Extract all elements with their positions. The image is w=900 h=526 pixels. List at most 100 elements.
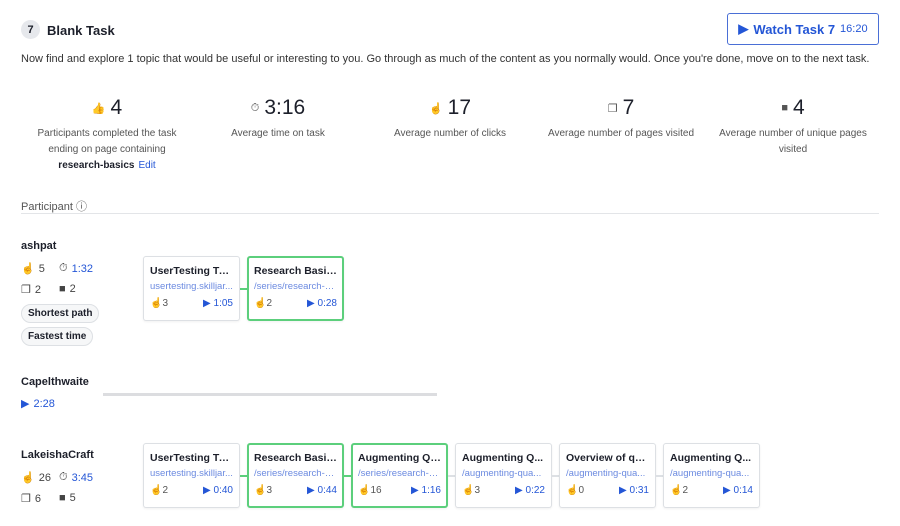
click-icon: ☝ <box>150 485 163 496</box>
stat-label: Participants completed the task ending o… <box>37 128 177 155</box>
unique-pages-stat: ■ 2 <box>59 283 76 295</box>
unique-pages-icon: ■ <box>781 102 788 114</box>
play-icon: ▶ <box>515 485 523 496</box>
play-time-button[interactable]: ▶ 1:16 <box>411 485 441 496</box>
stat-label: Average number of pages visited <box>547 128 694 139</box>
participant-name[interactable]: LakeishaCraft <box>21 449 94 461</box>
divider <box>21 213 879 214</box>
time-value: 1:16 <box>421 485 441 496</box>
time-link[interactable]: 3:45 <box>71 471 94 484</box>
page-title: Augmenting Qu... <box>358 452 441 464</box>
badge-shortest-path: Shortest path <box>21 304 100 323</box>
page-card[interactable]: Augmenting Q... /augmenting-qua... ☝3 ▶ 0:2… <box>455 443 552 508</box>
page-url[interactable]: /series/research-b... <box>254 281 337 292</box>
play-icon: ▶ <box>723 485 731 496</box>
page-card[interactable]: UserTesting Tra... usertesting.skilljar..… <box>143 256 240 321</box>
pages-stat: ❐ 6 <box>21 492 41 506</box>
path-placeholder-bar <box>103 393 437 396</box>
page-title: Overview of qu... <box>566 452 649 464</box>
path-connector <box>656 474 663 477</box>
clicks-value: 2 <box>162 485 169 496</box>
unique-pages-stat: ■ 5 <box>59 492 76 504</box>
page-url[interactable]: /augmenting-qua... <box>566 468 646 479</box>
page-card[interactable]: Overview of qu... /augmenting-qua... ☝0 ▶ 0… <box>559 443 656 508</box>
click-icon: ☝ <box>462 485 475 496</box>
play-time-button[interactable]: ▶ 0:28 <box>307 298 337 309</box>
stat-value: 17 <box>447 96 472 119</box>
participant-header-label: Participant <box>21 201 73 213</box>
time-stat[interactable]: ⏱ 1:32 <box>59 262 93 275</box>
clicks-value: 3 <box>474 485 481 496</box>
stat-completed: 👍 4 Participants completed the task endin… <box>22 96 192 174</box>
clicks-value: 2 <box>682 485 689 496</box>
thumbs-up-icon: 👍 <box>91 102 106 115</box>
unique-pages-value: 2 <box>69 283 76 295</box>
page-url[interactable]: /series/research-b... <box>254 468 337 479</box>
path-flow: UserTesting Tra... usertesting.skilljar..… <box>143 256 344 321</box>
task-title: Blank Task <box>47 23 115 38</box>
page-clicks: ☝2 <box>150 485 168 496</box>
unique-pages-icon: ■ <box>59 283 66 295</box>
info-icon[interactable]: ⓘ <box>76 201 88 213</box>
click-icon: ☝ <box>21 472 35 484</box>
page-clicks: ☝2 <box>254 298 272 309</box>
play-time-button[interactable]: ▶ 1:05 <box>203 298 233 309</box>
path-connector <box>240 474 247 477</box>
time-value: 0:44 <box>317 485 337 496</box>
play-time-button[interactable]: ▶ 0:14 <box>723 485 753 496</box>
page-card[interactable]: Research Basics/series/research-b... ☝2 ▶ … <box>247 256 344 321</box>
page-url[interactable]: /augmenting-qua... <box>670 468 750 479</box>
play-time-button[interactable]: ▶ 0:31 <box>619 485 649 496</box>
play-time-button[interactable]: ▶ 0:22 <box>515 485 545 496</box>
page-title: UserTesting Tra... <box>150 265 233 277</box>
participant-name[interactable]: Capelthwaite <box>21 376 89 388</box>
pages-icon: ❐ <box>21 284 31 296</box>
watch-time: 16:20 <box>840 23 868 35</box>
task-number-badge: 7 <box>21 20 40 39</box>
page-card[interactable]: Augmenting Qu... /series/research-b... ☝16… <box>351 443 448 508</box>
page-url[interactable]: usertesting.skilljar... <box>150 281 233 292</box>
stat-unique-pages: ■ 4 Average number of unique pages visite… <box>708 96 878 158</box>
path-connector <box>448 474 455 477</box>
edit-link[interactable]: Edit <box>138 160 156 171</box>
stopwatch-icon: ⏱ <box>59 262 68 274</box>
clicks-value: 26 <box>38 471 51 484</box>
play-icon: ▶ <box>307 485 315 496</box>
time-stat[interactable]: ▶ 2:28 <box>21 397 55 411</box>
page-url[interactable]: /series/research-b... <box>358 468 441 479</box>
page-card[interactable]: Research Basics/series/research-b... ☝3 ▶ … <box>247 443 344 508</box>
stat-value: 3:16 <box>264 96 306 119</box>
clicks-value: 3 <box>266 485 273 496</box>
participant-name[interactable]: ashpat <box>21 240 57 252</box>
click-icon: ☝ <box>428 102 443 115</box>
play-time-button[interactable]: ▶ 0:44 <box>307 485 337 496</box>
play-time-button[interactable]: ▶ 0:40 <box>203 485 233 496</box>
pages-stat: ❐ 2 <box>21 283 41 297</box>
clicks-value: 16 <box>370 485 382 496</box>
page-url[interactable]: usertesting.skilljar... <box>150 468 233 479</box>
unique-pages-value: 5 <box>69 492 76 504</box>
stat-label: Average number of unique pages visited <box>719 128 867 155</box>
page-clicks: ☝3 <box>254 485 272 496</box>
page-card[interactable]: Augmenting Q... /augmenting-qua... ☝2 ▶ 0:1… <box>663 443 760 508</box>
watch-task-button[interactable]: ▶ Watch Task 7 16:20 <box>727 13 879 45</box>
time-value: 0:28 <box>317 298 337 309</box>
stat-value: 7 <box>622 96 635 119</box>
stat-value: 4 <box>792 96 805 119</box>
page-title: Augmenting Q... <box>462 452 544 464</box>
clicks-stat: ☝ 26 <box>21 471 51 485</box>
play-icon: ▶ <box>203 298 211 309</box>
time-link[interactable]: 2:28 <box>33 397 55 410</box>
unique-pages-icon: ■ <box>59 492 66 504</box>
click-icon: ☝ <box>254 298 267 309</box>
play-icon: ▶ <box>411 485 419 496</box>
stat-label: Average number of clicks <box>393 128 507 139</box>
page-clicks: ☝0 <box>566 485 584 496</box>
time-stat[interactable]: ⏱ 3:45 <box>59 471 93 484</box>
page-card[interactable]: UserTesting Tra... usertesting.skilljar..… <box>143 443 240 508</box>
pages-icon: ❐ <box>607 102 618 115</box>
time-link[interactable]: 1:32 <box>71 262 94 275</box>
page-clicks: ☝16 <box>358 485 382 496</box>
page-title: Augmenting Q... <box>670 452 752 464</box>
page-url[interactable]: /augmenting-qua... <box>462 468 542 479</box>
